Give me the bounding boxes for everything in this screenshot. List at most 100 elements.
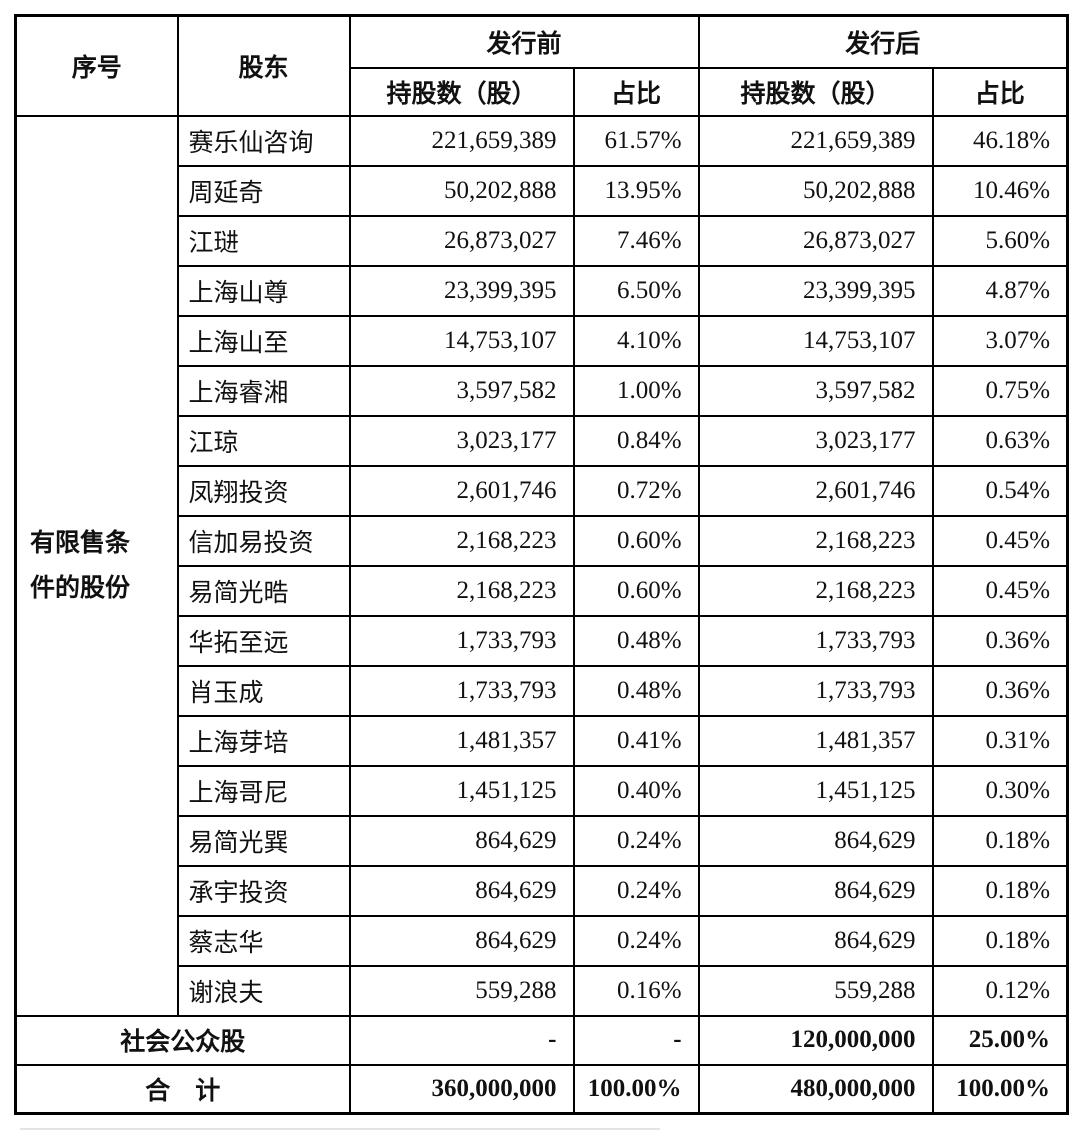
- shareholder-row: 有限售条件的股份 赛乐仙咨询 221,659,389 61.57% 221,659,38…: [14, 114, 1069, 1017]
- post-shares-value: 50,202,888: [697, 164, 934, 217]
- shareholder-row: 华拓至远 1,733,793 0.48% 1,733,793 0.36%: [16, 614, 1069, 667]
- shareholder-name: 周延奇: [176, 164, 351, 217]
- shareholder-name: 上海睿湘: [176, 364, 351, 417]
- post-ratio-value: 10.46%: [931, 164, 1069, 217]
- pre-shares-value: 23,399,395: [348, 264, 575, 317]
- shareholder-row: 上海山至 14,753,107 4.10% 14,753,107 3.07%: [16, 314, 1069, 367]
- shareholder-row: 易简光晧 2,168,223 0.60% 2,168,223 0.45%: [16, 564, 1069, 617]
- pre-ratio-value: 61.57%: [572, 114, 700, 167]
- public-post-shares: 120,000,000: [697, 1014, 934, 1066]
- post-shares-value: 14,753,107: [697, 314, 934, 367]
- total-row: 合 计 360,000,000 100.00% 480,000,000 100.…: [14, 1063, 1069, 1115]
- pre-shares-value: 864,629: [348, 814, 575, 867]
- pre-shares-value: 864,629: [348, 864, 575, 917]
- pre-shares-value: 1,733,793: [348, 614, 575, 667]
- pre-ratio-value: 0.48%: [572, 664, 700, 717]
- public-pre-ratio: -: [572, 1014, 700, 1066]
- pre-ratio-value: 0.24%: [572, 914, 700, 967]
- shareholder-name: 江琎: [176, 214, 351, 267]
- shareholder-name: 蔡志华: [176, 914, 351, 967]
- post-shares-value: 864,629: [697, 914, 934, 967]
- header-row-groups: 序号 股东 发行前 发行后: [14, 14, 1069, 117]
- shareholder-name: 易简光巽: [176, 814, 351, 867]
- post-ratio-value: 0.36%: [931, 664, 1069, 717]
- pre-ratio-value: 7.46%: [572, 214, 700, 267]
- post-ratio-value: 0.63%: [931, 414, 1069, 467]
- shareholder-row: 凤翔投资 2,601,746 0.72% 2,601,746 0.54%: [16, 464, 1069, 517]
- pre-shares-value: 50,202,888: [348, 164, 575, 217]
- table-body: 有限售条件的股份 赛乐仙咨询 221,659,389 61.57% 221,659,38…: [14, 114, 1069, 1017]
- pre-ratio-value: 0.41%: [572, 714, 700, 767]
- col-header-pre-shares: 持股数（股）: [348, 66, 575, 117]
- post-ratio-value: 0.18%: [931, 864, 1069, 917]
- pre-shares-value: 864,629: [348, 914, 575, 967]
- pre-ratio-value: 0.16%: [572, 964, 700, 1017]
- table-header: 序号 股东 发行前 发行后 持股数（股） 占比 持股数（股） 占比: [14, 14, 1069, 117]
- post-ratio-value: 0.75%: [931, 364, 1069, 417]
- post-shares-value: 1,733,793: [697, 614, 934, 667]
- post-ratio-value: 0.31%: [931, 714, 1069, 767]
- pre-ratio-value: 4.10%: [572, 314, 700, 367]
- col-group-pre-issue: 发行前: [348, 14, 700, 69]
- pre-ratio-value: 0.48%: [572, 614, 700, 667]
- pre-shares-value: 14,753,107: [348, 314, 575, 367]
- col-header-seq: 序号: [14, 14, 179, 117]
- post-shares-value: 3,023,177: [697, 414, 934, 467]
- pre-ratio-value: 13.95%: [572, 164, 700, 217]
- post-shares-value: 221,659,389: [697, 114, 934, 167]
- pre-ratio-value: 0.40%: [572, 764, 700, 817]
- pre-shares-value: 559,288: [348, 964, 575, 1017]
- total-label: 合 计: [14, 1063, 351, 1115]
- shareholder-name: 上海哥尼: [176, 764, 351, 817]
- pre-shares-value: 26,873,027: [348, 214, 575, 267]
- pre-shares-value: 3,023,177: [348, 414, 575, 467]
- shareholder-name: 承宇投资: [176, 864, 351, 917]
- pre-shares-value: 221,659,389: [348, 114, 575, 167]
- shareholder-row: 上海山尊 23,399,395 6.50% 23,399,395 4.87%: [16, 264, 1069, 317]
- shareholder-name: 肖玉成: [176, 664, 351, 717]
- pre-ratio-value: 0.60%: [572, 514, 700, 567]
- shareholder-name: 上海芽培: [176, 714, 351, 767]
- shareholder-row: 信加易投资 2,168,223 0.60% 2,168,223 0.45%: [16, 514, 1069, 567]
- shareholder-row: 江琼 3,023,177 0.84% 3,023,177 0.63%: [16, 414, 1069, 467]
- pre-shares-value: 2,601,746: [348, 464, 575, 517]
- shareholder-row: 承宇投资 864,629 0.24% 864,629 0.18%: [16, 864, 1069, 917]
- post-shares-value: 864,629: [697, 864, 934, 917]
- post-shares-value: 2,601,746: [697, 464, 934, 517]
- shareholder-row: 蔡志华 864,629 0.24% 864,629 0.18%: [16, 914, 1069, 967]
- col-header-shareholder: 股东: [176, 14, 351, 117]
- public-pre-shares: -: [348, 1014, 575, 1066]
- post-ratio-value: 0.18%: [931, 814, 1069, 867]
- shareholder-name: 华拓至远: [176, 614, 351, 667]
- pre-shares-value: 1,733,793: [348, 664, 575, 717]
- post-shares-value: 1,481,357: [697, 714, 934, 767]
- post-shares-value: 1,451,125: [697, 764, 934, 817]
- pre-shares-value: 3,597,582: [348, 364, 575, 417]
- pre-ratio-value: 0.72%: [572, 464, 700, 517]
- pre-shares-value: 1,451,125: [348, 764, 575, 817]
- post-shares-value: 3,597,582: [697, 364, 934, 417]
- col-header-pre-ratio: 占比: [572, 66, 700, 117]
- post-ratio-value: 0.54%: [931, 464, 1069, 517]
- shareholder-row: 易简光巽 864,629 0.24% 864,629 0.18%: [16, 814, 1069, 867]
- shareholder-name: 凤翔投资: [176, 464, 351, 517]
- shareholder-name: 上海山尊: [176, 264, 351, 317]
- shareholder-row: 谢浪夫 559,288 0.16% 559,288 0.12%: [16, 964, 1069, 1017]
- post-shares-value: 26,873,027: [697, 214, 934, 267]
- shareholder-row: 周延奇 50,202,888 13.95% 50,202,888 10.46%: [16, 164, 1069, 217]
- table-footer-rows: 社会公众股 - - 120,000,000 25.00% 合 计 360,000…: [14, 1014, 1069, 1115]
- pre-ratio-value: 0.60%: [572, 564, 700, 617]
- pre-shares-value: 2,168,223: [348, 514, 575, 567]
- post-ratio-value: 4.87%: [931, 264, 1069, 317]
- shareholder-name: 上海山至: [176, 314, 351, 367]
- shareholder-structure-table: 序号 股东 发行前 发行后 持股数（股） 占比 持股数（股） 占比 有限售条件的…: [14, 14, 1070, 1115]
- header-row-subcolumns: 持股数（股） 占比 持股数（股） 占比: [16, 66, 1069, 117]
- public-shares-row: 社会公众股 - - 120,000,000 25.00%: [14, 1014, 1069, 1066]
- post-shares-value: 2,168,223: [697, 514, 934, 567]
- page-bottom-artifact: [20, 1128, 660, 1130]
- shareholder-row: 上海睿湘 3,597,582 1.00% 3,597,582 0.75%: [16, 364, 1069, 417]
- shareholder-name: 江琼: [176, 414, 351, 467]
- post-ratio-value: 0.30%: [931, 764, 1069, 817]
- total-pre-ratio: 100.00%: [572, 1063, 700, 1115]
